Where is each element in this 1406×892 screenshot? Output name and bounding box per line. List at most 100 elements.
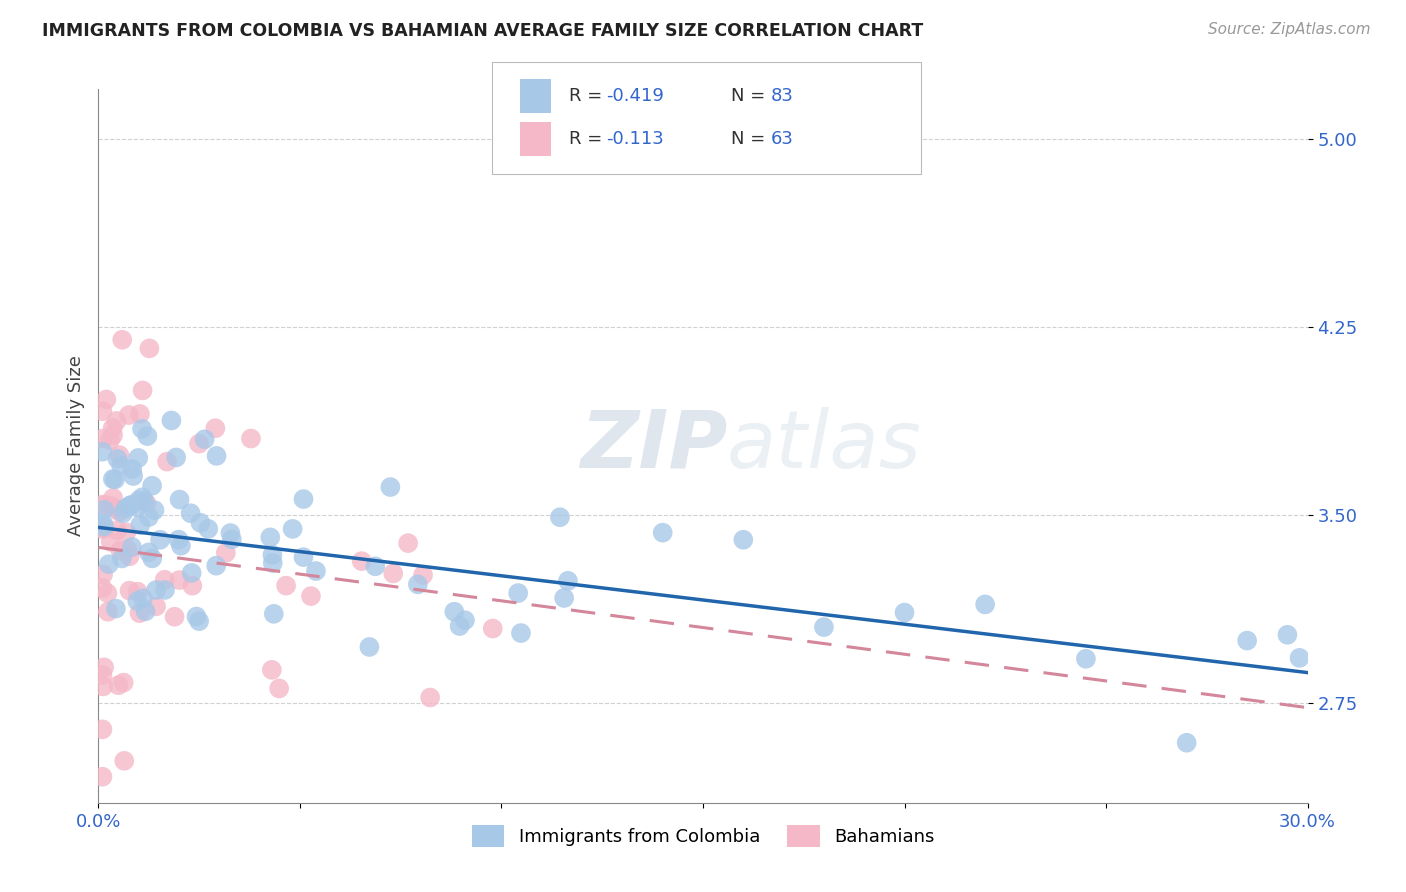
Point [262, 556, 284, 570]
Point [260, 663, 283, 677]
Point [131, 384, 153, 398]
Point [382, 566, 405, 581]
Point [180, 566, 202, 580]
Point [170, 539, 193, 553]
Point [292, 550, 315, 565]
Point [205, 558, 228, 573]
Point [100, 500, 122, 514]
Point [132, 591, 155, 606]
Point [219, 526, 242, 541]
Text: 63: 63 [770, 130, 793, 148]
Point [91, 567, 114, 582]
Text: N =: N = [731, 87, 770, 105]
Point [481, 622, 503, 636]
Point [122, 469, 145, 483]
Text: -0.419: -0.419 [606, 87, 664, 105]
Point [274, 579, 297, 593]
Point [93, 519, 115, 533]
Point [149, 533, 172, 547]
Point [380, 480, 402, 494]
Point [1074, 652, 1097, 666]
Point [364, 559, 387, 574]
Point [359, 640, 381, 654]
Point [91, 770, 114, 784]
Point [169, 573, 191, 587]
Point [188, 614, 211, 628]
Point [111, 551, 134, 566]
Point [190, 516, 212, 530]
Point [221, 533, 243, 547]
Point [145, 582, 167, 597]
Point [101, 491, 124, 505]
Point [443, 605, 465, 619]
Point [107, 678, 129, 692]
Point [96, 586, 118, 600]
Point [135, 496, 157, 510]
Text: 83: 83 [770, 87, 793, 105]
Point [97, 558, 120, 572]
Point [110, 543, 132, 558]
Point [104, 601, 127, 615]
Point [131, 422, 153, 436]
Point [129, 518, 152, 533]
Point [93, 516, 115, 531]
Point [108, 448, 131, 462]
Point [108, 505, 131, 519]
Point [118, 583, 141, 598]
Point [197, 522, 219, 536]
Text: Source: ZipAtlas.com: Source: ZipAtlas.com [1208, 22, 1371, 37]
Point [813, 620, 835, 634]
Point [128, 493, 150, 508]
Point [205, 449, 228, 463]
Point [449, 619, 471, 633]
Point [259, 530, 281, 544]
Point [1175, 736, 1198, 750]
Point [651, 525, 673, 540]
Point [134, 604, 156, 618]
Point [281, 522, 304, 536]
Point [127, 450, 149, 465]
Point [204, 421, 226, 435]
Point [299, 589, 322, 603]
Point [188, 436, 211, 450]
Point [96, 392, 118, 407]
Point [510, 626, 533, 640]
Point [118, 408, 141, 422]
Point [105, 523, 128, 537]
Point [118, 549, 141, 564]
Point [419, 690, 441, 705]
Point [153, 582, 176, 597]
Point [733, 533, 755, 547]
Point [160, 413, 183, 427]
Point [91, 404, 114, 418]
Point [240, 432, 263, 446]
Point [165, 450, 187, 465]
Point [557, 574, 579, 588]
Point [186, 609, 208, 624]
Point [131, 491, 153, 505]
Point [156, 455, 179, 469]
Point [91, 723, 114, 737]
Point [974, 598, 997, 612]
Point [127, 584, 149, 599]
Point [508, 586, 530, 600]
Point [406, 577, 429, 591]
Point [1277, 628, 1299, 642]
Point [105, 414, 128, 428]
Point [548, 510, 571, 524]
Point [91, 432, 114, 446]
Point [269, 681, 291, 696]
Point [110, 458, 132, 473]
Point [263, 607, 285, 621]
Point [101, 472, 124, 486]
Point [138, 342, 160, 356]
Point [125, 500, 148, 515]
Point [105, 502, 128, 516]
Point [167, 533, 190, 547]
Point [91, 522, 114, 536]
Point [98, 433, 121, 447]
Point [112, 754, 135, 768]
Point [305, 564, 328, 578]
Point [91, 581, 114, 595]
Point [115, 525, 138, 540]
